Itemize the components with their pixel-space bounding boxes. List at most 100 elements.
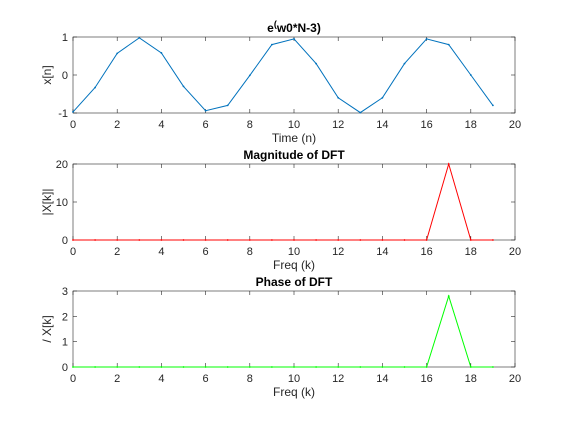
top-plot-xtick-label: 16 — [420, 119, 432, 131]
bot-plot-ylabel: / X[k] — [40, 315, 54, 342]
top-plot-data-point — [492, 104, 494, 107]
bot-plot-xtick-label: 20 — [509, 373, 521, 385]
top-plot-xtick-label: 18 — [465, 119, 477, 131]
mid-plot-data-point — [492, 239, 494, 241]
bot-plot-xtick-label: 8 — [247, 373, 253, 385]
bot-plot-data-point — [182, 366, 185, 368]
bot-plot-data-point — [72, 366, 74, 368]
top-plot-xtick-label: 20 — [509, 119, 521, 131]
mid-plot-xtick-label: 2 — [114, 246, 120, 258]
mid-plot-data-point — [72, 239, 74, 241]
top-plot-data-point — [116, 52, 119, 55]
top-plot-xtick-label: 0 — [70, 119, 76, 131]
bot-plot-ytick-label: 2 — [62, 311, 68, 323]
top-plot-data-point — [72, 110, 74, 113]
bot-plot-data-point — [403, 366, 406, 368]
mid-plot-data-point — [182, 239, 185, 241]
bot-plot-data-point — [138, 366, 141, 368]
bot-plot-data-point — [381, 366, 384, 368]
top-plot-data-point — [469, 74, 472, 76]
bot-plot-data-point — [469, 366, 472, 368]
top-plot-xtick-label: 10 — [288, 119, 300, 131]
bot-plot-data-point — [315, 366, 317, 368]
top-plot-data-point — [425, 38, 428, 40]
top-plot-xtick-label: 6 — [203, 119, 209, 131]
bot-plot-series-line — [73, 294, 493, 368]
bot-plot-xtick-label: 14 — [376, 373, 388, 385]
mid-plot-ytick-label: 0 — [62, 235, 68, 247]
mid-plot-xtick-label: 6 — [203, 246, 209, 258]
top-plot-ytick-label: 0 — [62, 70, 68, 82]
mid-plot-data-point — [293, 239, 295, 241]
mid-plot-xtick-label: 14 — [376, 246, 388, 258]
bot-plot-data-point — [94, 366, 96, 368]
top-plot-data-point — [293, 38, 295, 40]
bot-plot-xtick-label: 18 — [465, 373, 477, 385]
top-plot-data-point — [403, 62, 406, 65]
bot-plot-xtick-label: 10 — [288, 373, 300, 385]
bot-plot-data-point — [160, 366, 163, 368]
top-plot-data-point — [447, 43, 450, 46]
top-plot-data-point — [160, 52, 163, 54]
bot-plot-data-point — [337, 366, 340, 368]
top-plot-axes-box — [72, 36, 516, 114]
bot-plot-data-point — [447, 295, 450, 297]
bot-plot-xlabel: Freq (k) — [273, 385, 315, 399]
bot-plot-data-point — [359, 366, 362, 368]
mid-plot-axes-box — [72, 163, 516, 241]
top-plot-xtick-label: 14 — [376, 119, 388, 131]
bot-plot-ytick-label: 3 — [62, 286, 68, 298]
top-plot-data-point — [271, 43, 273, 46]
mid-plot-xtick-label: 18 — [465, 246, 477, 258]
mid-plot-data-point — [116, 239, 119, 241]
mid-plot-data-point — [359, 239, 362, 241]
top-plot-ytick-label: -1 — [58, 108, 68, 120]
mid-plot-data-point — [425, 239, 428, 241]
top-plot-xtick-label: 4 — [158, 119, 164, 131]
bot-plot-data-point — [226, 366, 229, 368]
mid-plot-data-point — [381, 239, 384, 241]
mid-plot-ylabel: |X[k]| — [40, 189, 54, 216]
mid-plot-ytick-label: 20 — [56, 159, 68, 171]
mid-plot-xtick-label: 10 — [288, 246, 300, 258]
top-plot-data-point — [381, 96, 384, 99]
mid-plot-xtick-label: 0 — [70, 246, 76, 258]
top-plot-series-line — [72, 37, 494, 114]
mid-plot-xtick-label: 20 — [509, 246, 521, 258]
mid-plot-data-point — [447, 163, 450, 165]
top-plot-data-point — [182, 85, 185, 88]
bot-plot-data-point — [492, 366, 494, 368]
bot-plot-xtick-label: 16 — [420, 373, 432, 385]
top-plot-data-point — [337, 96, 340, 99]
mid-plot-title: Magnitude of DFT — [243, 148, 345, 162]
mid-plot-series-line — [73, 162, 493, 241]
mid-plot-data-point — [271, 239, 273, 241]
mid-plot-xtick-label: 12 — [332, 246, 344, 258]
mid-plot-xtick-label: 16 — [420, 246, 432, 258]
mid-plot-data-point — [403, 239, 406, 241]
mid-plot-xlabel: Freq (k) — [273, 258, 315, 272]
bot-plot-xtick-label: 2 — [114, 373, 120, 385]
top-plot-xlabel: Time (n) — [272, 131, 316, 145]
top-plot-xtick-label: 12 — [332, 119, 344, 131]
bot-plot-data-point — [293, 366, 295, 368]
mid-plot-data-point — [160, 239, 163, 241]
bot-plot-xtick-label: 12 — [332, 373, 344, 385]
bot-plot-xtick-label: 4 — [158, 373, 164, 385]
bot-plot-axes-box — [72, 290, 516, 368]
mid-plot-data-point — [204, 239, 207, 241]
mid-plot-xtick-label: 8 — [247, 246, 253, 258]
top-plot-ytick-label: 1 — [62, 32, 68, 44]
bot-plot-data-point — [271, 366, 273, 368]
top-plot-data-point — [359, 111, 362, 114]
top-plot-data-point — [204, 109, 207, 112]
mid-plot-data-point — [138, 239, 141, 241]
top-plot-title: e(w0*N-3) — [267, 19, 321, 35]
top-plot-ylabel: x[n] — [40, 65, 54, 84]
top-plot-data-point — [248, 74, 251, 77]
mid-plot-ytick-label: 10 — [56, 197, 68, 209]
bot-plot-ytick-label: 1 — [62, 337, 68, 349]
bot-plot-xtick-label: 6 — [203, 373, 209, 385]
top-plot-xtick-label: 2 — [114, 119, 120, 131]
